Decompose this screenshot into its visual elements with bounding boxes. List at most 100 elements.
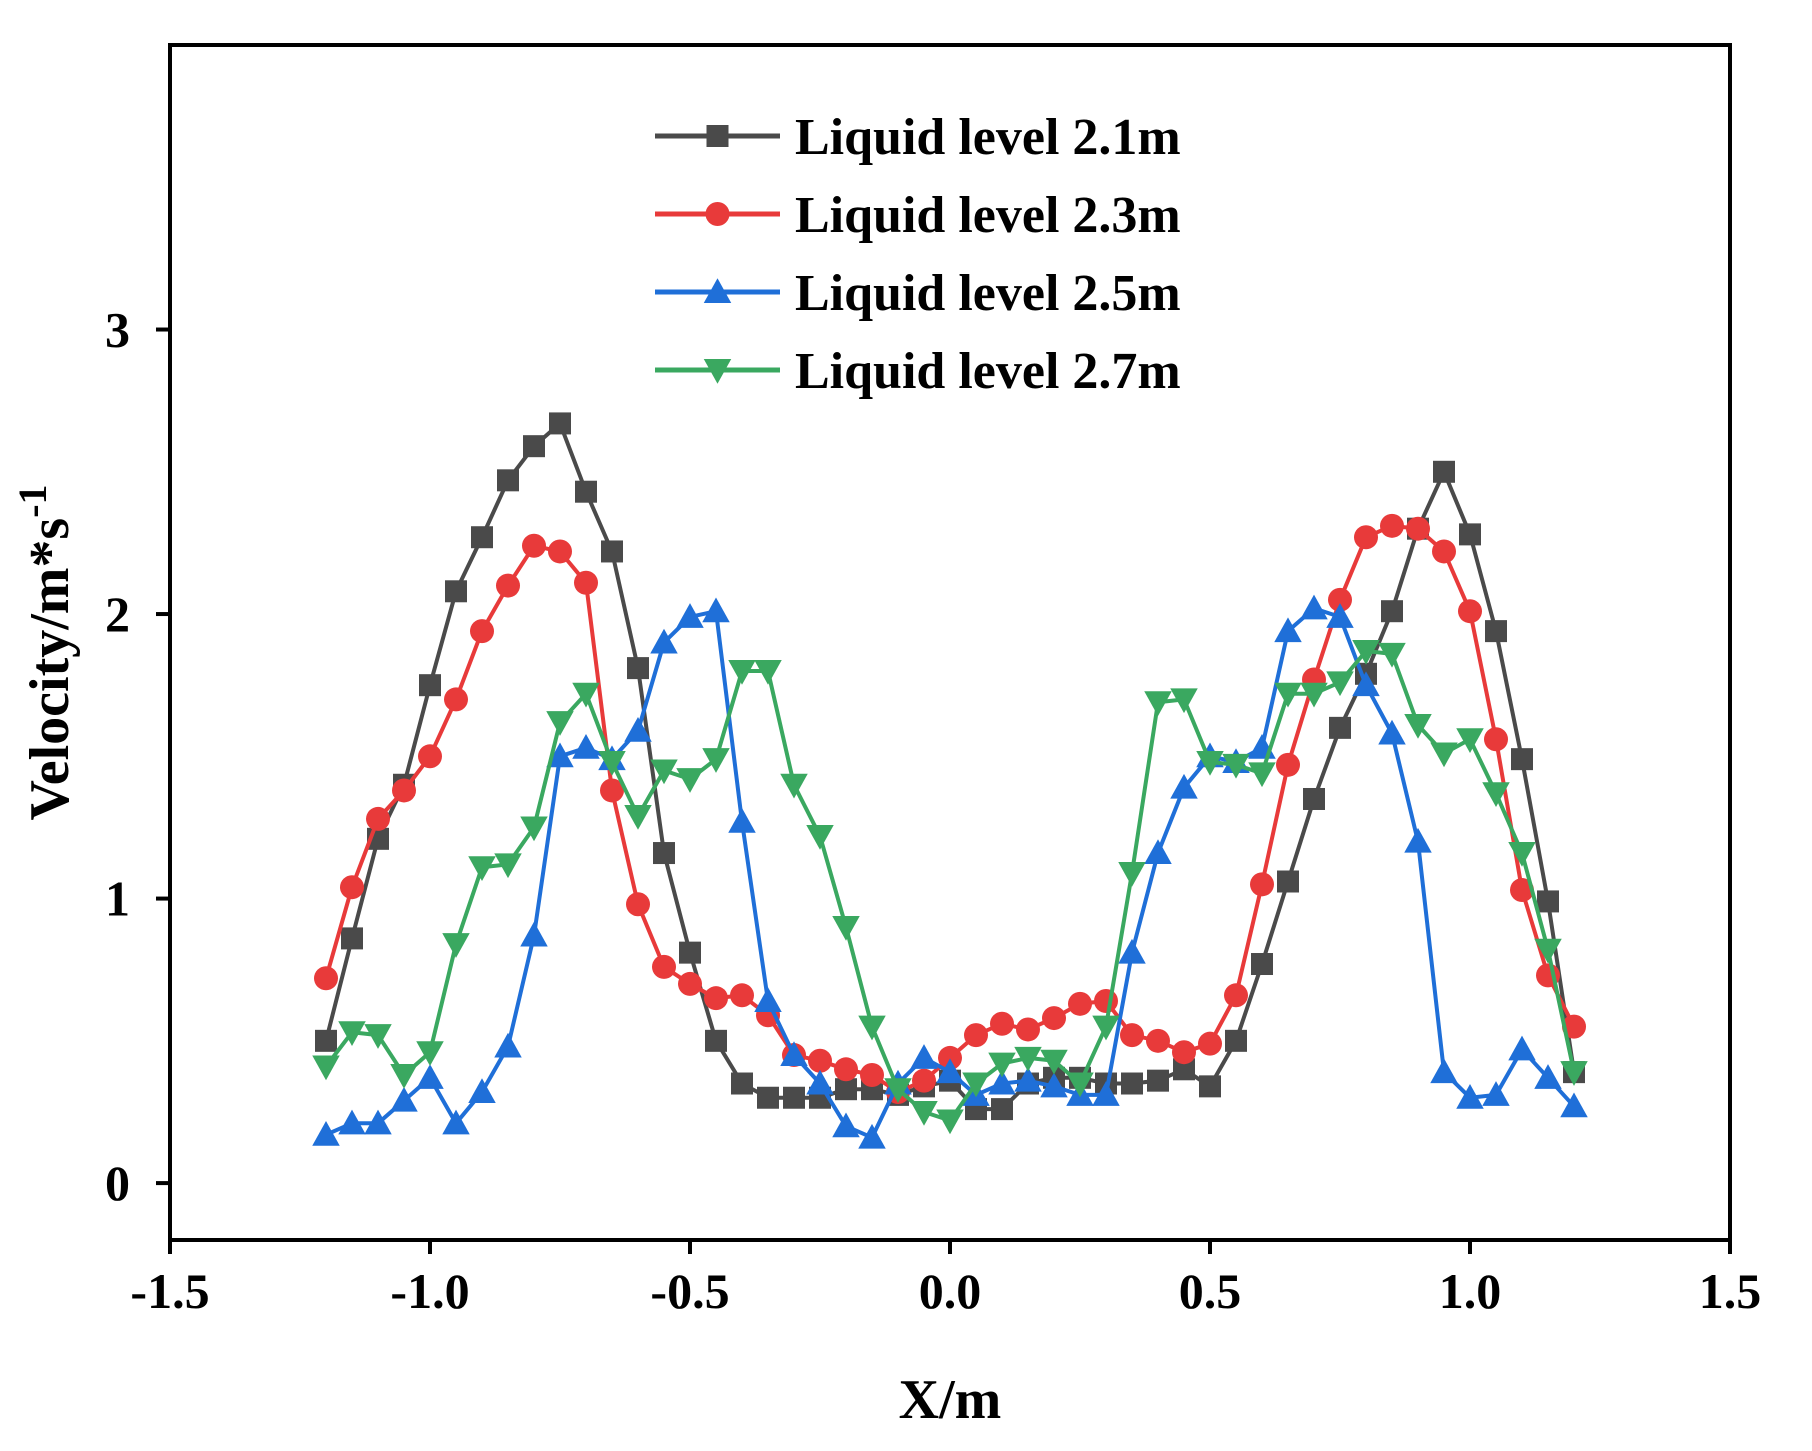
- data-point: [1303, 787, 1325, 810]
- data-point: [1121, 1072, 1143, 1095]
- data-point: [1378, 719, 1406, 745]
- data-point: [990, 1011, 1014, 1036]
- data-point: [858, 1123, 886, 1149]
- y-tick-label: 3: [105, 302, 130, 358]
- data-point: [704, 986, 728, 1011]
- data-point: [340, 875, 364, 900]
- data-point: [835, 1078, 857, 1101]
- data-point: [366, 806, 390, 831]
- data-point: [676, 603, 704, 628]
- data-point: [341, 927, 363, 950]
- data-point: [1433, 460, 1455, 483]
- data-point: [988, 1052, 1016, 1078]
- data-point: [1277, 870, 1299, 893]
- data-point: [312, 1055, 340, 1081]
- legend-marker: [703, 278, 732, 303]
- data-point: [1092, 1081, 1120, 1106]
- data-point: [1511, 748, 1533, 771]
- data-point: [624, 805, 652, 830]
- data-point: [1170, 773, 1198, 799]
- data-point: [1328, 587, 1352, 612]
- legend-entry-3: Liquid level 2.5m: [655, 265, 1181, 322]
- data-point: [652, 954, 676, 979]
- data-point: [392, 778, 416, 803]
- data-point: [1482, 1081, 1510, 1106]
- data-point: [575, 480, 597, 503]
- data-point: [1485, 620, 1507, 643]
- data-point: [390, 1086, 418, 1112]
- data-point: [627, 657, 649, 680]
- data-point: [574, 570, 598, 595]
- data-point: [679, 941, 701, 964]
- data-point: [1016, 1017, 1040, 1042]
- data-point: [315, 1029, 337, 1052]
- data-point: [754, 659, 782, 685]
- data-point: [314, 966, 338, 991]
- data-point: [1537, 890, 1559, 913]
- data-point: [860, 1062, 884, 1087]
- data-point: [806, 1069, 834, 1095]
- data-point: [1144, 691, 1172, 716]
- data-point: [1300, 594, 1328, 620]
- data-point: [1508, 1035, 1536, 1061]
- data-point: [1329, 716, 1351, 739]
- data-point: [650, 628, 678, 654]
- data-point: [1066, 1072, 1094, 1098]
- data-point: [728, 808, 756, 833]
- data-point: [1144, 839, 1172, 865]
- data-point: [938, 1045, 962, 1070]
- data-point: [1118, 861, 1146, 887]
- data-point: [572, 734, 600, 759]
- data-point: [936, 1109, 964, 1135]
- data-point: [1094, 989, 1118, 1013]
- data-point: [442, 933, 470, 958]
- data-point: [858, 1015, 886, 1041]
- data-point: [312, 1120, 340, 1146]
- data-point: [806, 824, 834, 850]
- data-point: [419, 674, 441, 697]
- legend-entry-2: Liquid level 2.3m: [655, 187, 1181, 244]
- data-point: [364, 1109, 392, 1135]
- data-point: [520, 921, 548, 947]
- data-point: [523, 435, 545, 458]
- data-point: [1560, 1092, 1588, 1118]
- data-point: [1326, 671, 1354, 697]
- data-point: [1120, 1023, 1144, 1048]
- legend-marker: [706, 125, 729, 147]
- data-point: [1432, 539, 1456, 564]
- data-point: [1484, 727, 1508, 752]
- data-point: [832, 916, 860, 941]
- data-point: [471, 526, 493, 549]
- data-point: [1147, 1069, 1169, 1092]
- data-point: [1381, 600, 1403, 623]
- legend-label: Liquid level 2.5m: [795, 265, 1181, 322]
- data-point: [548, 539, 572, 564]
- data-point: [1562, 1014, 1586, 1039]
- data-point: [910, 1100, 938, 1126]
- data-point: [390, 1063, 418, 1089]
- data-point: [678, 971, 702, 996]
- y-axis-title-main: Velocity/m*s: [19, 518, 81, 821]
- data-point: [1406, 516, 1430, 541]
- x-tick-label: 0.0: [919, 1263, 982, 1319]
- data-point: [1042, 1006, 1066, 1031]
- data-point: [780, 773, 808, 799]
- data-point: [1380, 513, 1404, 538]
- data-point: [470, 619, 494, 644]
- data-point: [546, 711, 574, 736]
- data-point: [702, 597, 730, 623]
- data-point: [962, 1072, 990, 1098]
- data-point: [494, 853, 522, 879]
- data-point: [546, 742, 574, 768]
- data-point: [497, 469, 519, 492]
- data-point: [468, 1078, 496, 1104]
- data-point: [780, 1041, 808, 1067]
- data-point: [416, 1064, 444, 1089]
- data-point: [444, 687, 468, 712]
- legend-entry-4: Liquid level 2.7m: [655, 343, 1181, 400]
- x-tick-label: -1.0: [390, 1263, 469, 1319]
- data-point: [1250, 872, 1274, 897]
- data-point: [1225, 1029, 1247, 1052]
- data-point: [1222, 753, 1250, 779]
